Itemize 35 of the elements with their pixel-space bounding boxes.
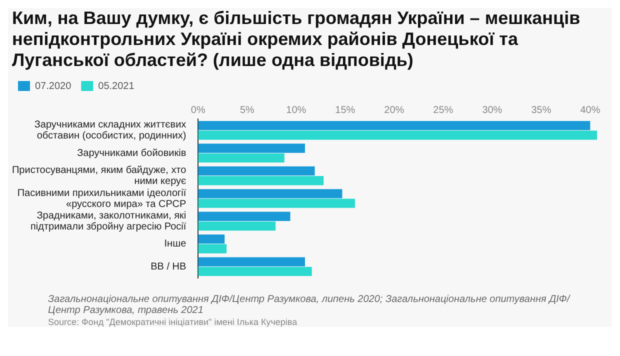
bar — [198, 166, 315, 176]
y-tick-label: Пристосуванцями, яким байдуже, хто ними керує — [12, 165, 187, 188]
text: Загальнонаціональне опитування ДІФ/Центр Разумкова, липень 2020; Загальнонаціональне опитування ДІФ/Центр Разумкова, травень 2021 — [47, 293, 572, 316]
chart-title: Ким, на Вашу думку, є більшість громадян України – мешканців непідконтрольних Україні окремих районів Донецької та Луганської областей? (лише одна відповідь) — [11, 8, 582, 71]
x-tick-label: 0% — [190, 104, 206, 116]
source-note: Source: Фонд "Демократичні ініціативи" імені Ілька Кучеріва — [47, 316, 298, 327]
x-tick-label: 35% — [531, 104, 552, 116]
bar — [198, 257, 305, 266]
y-tick-label: Заручниками складних життєвих обставин (особистих, родинних) — [34, 120, 186, 142]
bar — [198, 120, 590, 130]
x-tick-label: 5% — [240, 104, 254, 116]
bar — [198, 234, 225, 244]
bar — [198, 266, 312, 276]
x-tick-label: 30% — [482, 104, 502, 116]
y-tick-label: Інше — [164, 238, 187, 250]
y-tick-label: Зрадниками, заколотниками, які підтримали збройну агресію Росії — [30, 210, 186, 232]
bar — [198, 221, 276, 231]
bar — [198, 153, 284, 162]
bar — [198, 176, 324, 186]
y-tick-label: Пасивними прихильниками ідеології «русского мира» та СРСР — [17, 188, 186, 210]
bar — [198, 189, 342, 198]
y-tick-label: Заручниками бойовиків — [77, 148, 186, 159]
bar — [198, 244, 227, 254]
bar — [198, 144, 305, 153]
bar — [198, 212, 290, 221]
bar — [198, 198, 355, 208]
y-tick-label: ВВ / НВ — [150, 261, 186, 272]
x-tick-label: 40% — [580, 104, 600, 116]
legend-label: 05.2021 — [98, 80, 135, 92]
x-tick-label: 10% — [286, 104, 306, 116]
legend-label: 07.2020 — [35, 80, 72, 92]
x-tick-label: 15% — [335, 104, 356, 116]
x-tick-label: 25% — [433, 104, 454, 116]
x-tick-label: 20% — [384, 104, 404, 116]
bar — [198, 130, 598, 140]
